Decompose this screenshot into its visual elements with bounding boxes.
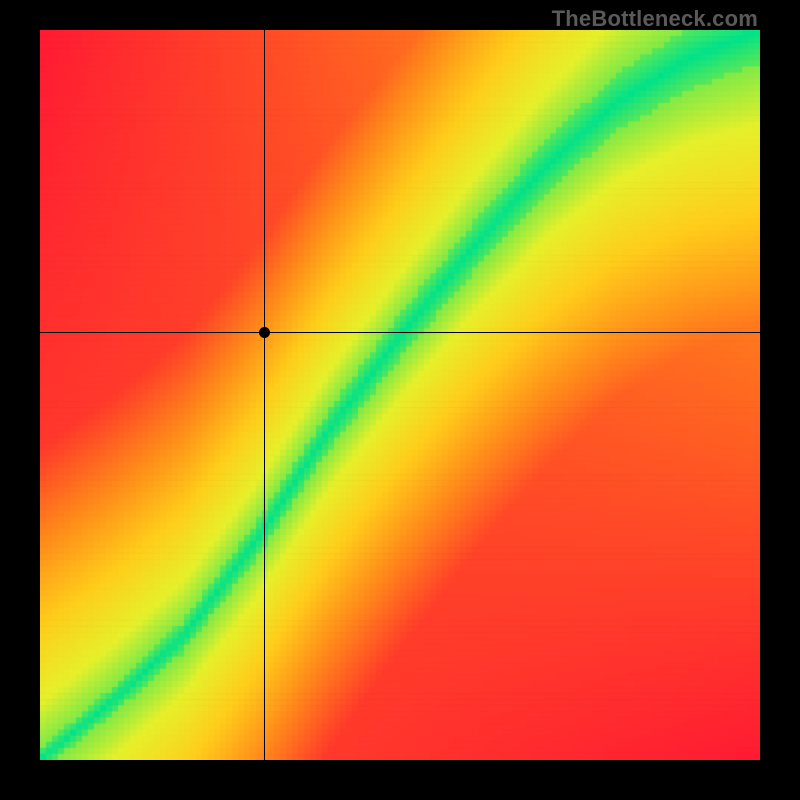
watermark-text: TheBottleneck.com [552, 6, 758, 32]
crosshair-horizontal-line [40, 332, 760, 333]
bottleneck-heatmap [40, 30, 760, 760]
crosshair-vertical-line [264, 30, 265, 760]
